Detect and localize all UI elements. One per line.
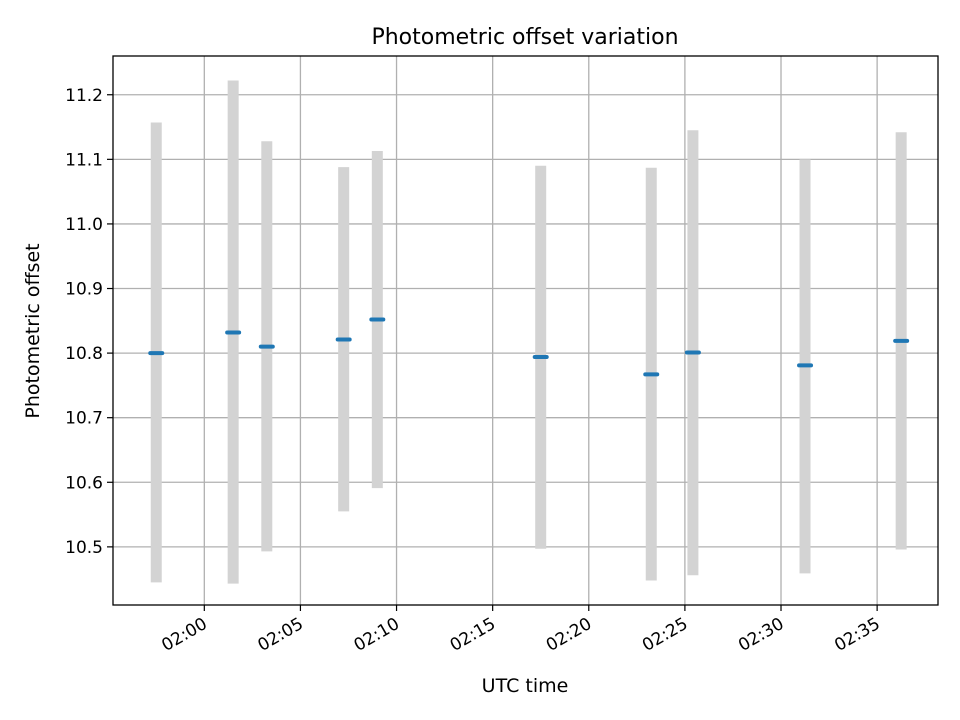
y-tick-label: 10.7 <box>65 409 103 429</box>
x-axis-label: UTC time <box>482 675 569 697</box>
y-axis-label: Photometric offset <box>22 243 44 418</box>
y-tick-label: 10.6 <box>65 473 103 493</box>
y-tick-label: 11.1 <box>65 150 103 170</box>
y-tick-label: 11.2 <box>65 86 103 106</box>
plot-frame <box>112 55 939 606</box>
data-points <box>148 317 910 377</box>
y-tick-label: 11.0 <box>65 215 103 235</box>
y-tick-label: 10.9 <box>65 280 103 300</box>
chart-title: Photometric offset variation <box>371 25 678 50</box>
y-tick-label: 10.8 <box>65 344 103 364</box>
y-tick-label: 10.5 <box>65 538 103 558</box>
y-axis-ticks: 10.5 10.6 10.7 10.8 10.9 11.0 11.1 11.2 <box>65 86 113 558</box>
